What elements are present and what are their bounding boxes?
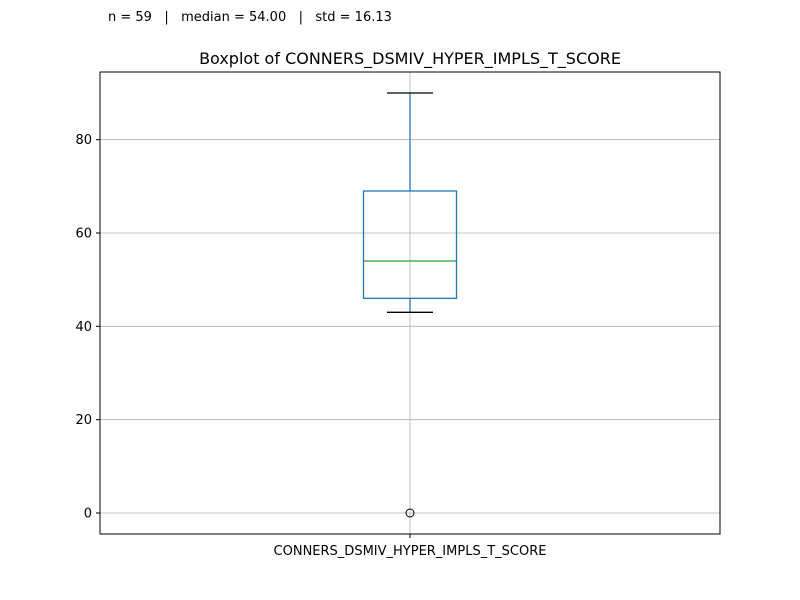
iqr-box: [362, 190, 458, 299]
chart-title: Boxplot of CONNERS_DSMIV_HYPER_IMPLS_T_S…: [199, 49, 621, 69]
x-tick-label: CONNERS_DSMIV_HYPER_IMPLS_T_SCORE: [274, 544, 547, 559]
box-layer: [362, 92, 458, 518]
y-tick-label: 80: [75, 133, 92, 148]
outlier-point: [405, 508, 415, 518]
y-tick-label: 0: [84, 507, 92, 522]
y-tick-label: 20: [75, 413, 92, 428]
y-tick-label: 40: [75, 320, 92, 335]
y-tick-label: 60: [75, 227, 92, 242]
stats-summary: n = 59 | median = 54.00 | std = 16.13: [108, 10, 392, 25]
axis-layer: 0 20 40 60 80 CONNERS_DSMIV_HYPER_IMPLS_T_SCO…: [75, 133, 546, 559]
